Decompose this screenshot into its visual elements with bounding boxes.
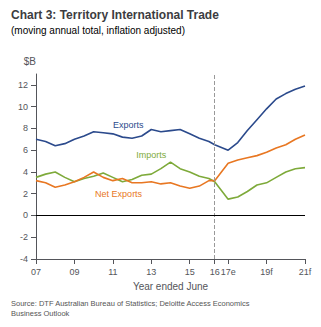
- svg-text:$B: $B: [24, 56, 37, 67]
- svg-text:15: 15: [185, 267, 195, 277]
- svg-text:07: 07: [31, 267, 41, 277]
- svg-text:-4: -4: [20, 254, 28, 264]
- svg-text:09: 09: [69, 267, 79, 277]
- svg-text:(moving annual total, inflatio: (moving annual total, inflation adjusted…: [11, 25, 185, 36]
- svg-text:13: 13: [146, 267, 156, 277]
- svg-text:17e: 17e: [221, 267, 236, 277]
- svg-text:0: 0: [23, 210, 28, 220]
- svg-text:-2: -2: [20, 232, 28, 242]
- svg-text:10: 10: [18, 102, 28, 112]
- svg-text:Chart 3: Territory Internation: Chart 3: Territory International Trade: [11, 8, 219, 22]
- svg-text:Net Exports: Net Exports: [95, 189, 143, 199]
- svg-text:2: 2: [23, 189, 28, 199]
- svg-text:6: 6: [23, 145, 28, 155]
- svg-text:19f: 19f: [260, 267, 273, 277]
- svg-text:Exports: Exports: [113, 120, 144, 130]
- svg-text:12: 12: [18, 80, 28, 90]
- svg-text:4: 4: [23, 167, 28, 177]
- svg-text:Business Outlook: Business Outlook: [11, 309, 70, 318]
- svg-text:16: 16: [210, 267, 220, 277]
- svg-text:Imports: Imports: [136, 150, 167, 160]
- svg-text:Source: DTF Australian Bureau: Source: DTF Australian Bureau of Statist…: [11, 299, 250, 308]
- svg-text:21f: 21f: [299, 267, 312, 277]
- svg-text:11: 11: [108, 267, 117, 277]
- svg-text:8: 8: [23, 123, 28, 133]
- svg-text:Year ended June: Year ended June: [133, 281, 209, 292]
